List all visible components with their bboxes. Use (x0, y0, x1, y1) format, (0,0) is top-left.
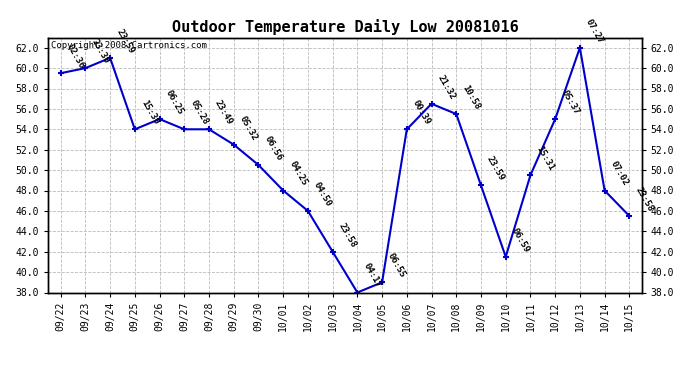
Text: 06:59: 06:59 (510, 226, 531, 254)
Text: 23:59: 23:59 (115, 27, 135, 55)
Text: 05:28: 05:28 (188, 99, 210, 126)
Text: 23:49: 23:49 (213, 99, 235, 126)
Text: 10:58: 10:58 (460, 84, 482, 111)
Text: 23:59: 23:59 (485, 155, 506, 183)
Text: 06:25: 06:25 (164, 88, 185, 116)
Text: 06:55: 06:55 (386, 252, 408, 279)
Text: 05:37: 05:37 (560, 88, 580, 116)
Text: 23:58: 23:58 (337, 221, 358, 249)
Text: Copyright 2008 Cartronics.com: Copyright 2008 Cartronics.com (51, 41, 207, 50)
Text: 21:32: 21:32 (435, 73, 457, 101)
Text: 23:58: 23:58 (633, 186, 655, 213)
Text: 00:39: 00:39 (411, 99, 432, 126)
Text: 05:32: 05:32 (238, 114, 259, 142)
Text: 04:50: 04:50 (312, 180, 333, 208)
Text: 07:27: 07:27 (584, 17, 605, 45)
Text: 23:30: 23:30 (90, 38, 111, 65)
Text: 02:36: 02:36 (65, 43, 86, 70)
Text: 15:31: 15:31 (535, 145, 556, 172)
Text: 06:56: 06:56 (263, 135, 284, 162)
Text: 04:17: 04:17 (362, 262, 383, 290)
Text: 07:02: 07:02 (609, 160, 630, 188)
Text: 15:30: 15:30 (139, 99, 160, 126)
Title: Outdoor Temperature Daily Low 20081016: Outdoor Temperature Daily Low 20081016 (172, 19, 518, 35)
Text: 04:25: 04:25 (287, 160, 308, 188)
